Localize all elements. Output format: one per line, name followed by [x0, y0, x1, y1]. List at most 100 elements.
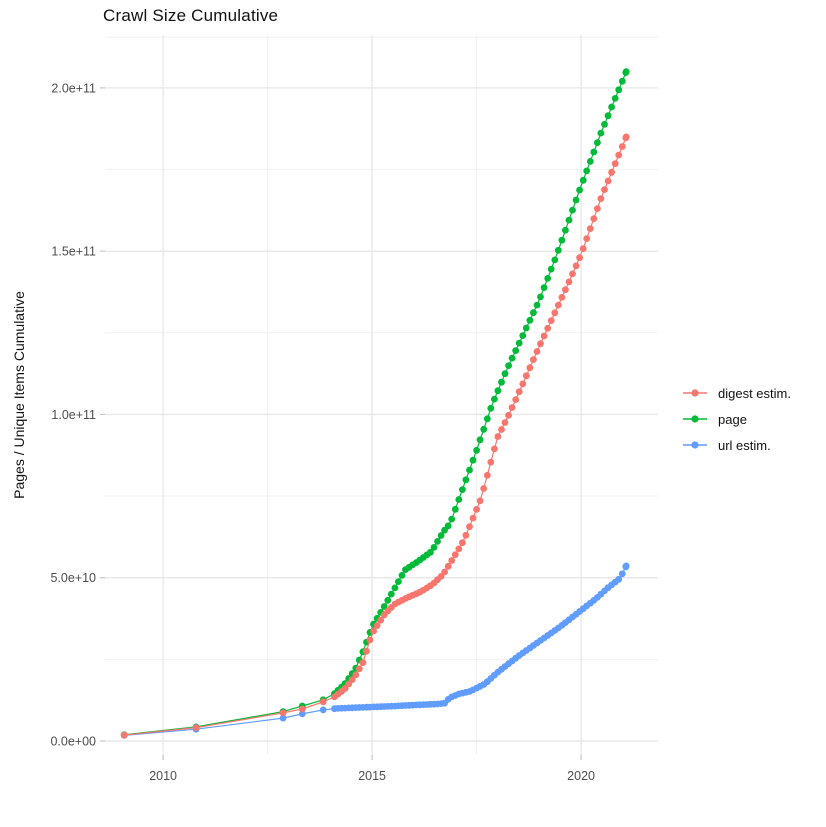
data-point-url-estim — [298, 710, 306, 718]
data-point-page — [387, 590, 395, 598]
data-point-digest-estim — [572, 262, 580, 270]
data-point-digest-estim — [476, 497, 484, 505]
minor-gridlines — [105, 35, 658, 755]
x-tick-label: 2010 — [149, 769, 177, 783]
data-point-digest-estim — [377, 616, 385, 624]
x-tick-label: 2020 — [567, 769, 595, 783]
data-point-page — [487, 404, 495, 412]
legend-key-icon — [683, 441, 707, 449]
data-point-page — [551, 256, 559, 264]
data-point-url-estim — [615, 575, 623, 583]
data-point-digest-estim — [608, 168, 615, 176]
legend-key-icon — [683, 389, 707, 397]
data-point-page — [462, 476, 470, 484]
data-point-digest-estim — [298, 705, 306, 713]
data-point-digest-estim — [579, 245, 587, 253]
y-tick-label: 2.0e+11 — [51, 81, 96, 95]
data-point-digest-estim — [494, 433, 502, 440]
data-point-page — [519, 332, 527, 339]
data-point-page — [558, 236, 566, 244]
data-point-page — [586, 158, 594, 165]
data-point-page — [562, 226, 569, 234]
data-point-digest-estim — [466, 523, 473, 531]
data-point-digest-estim — [352, 671, 360, 679]
data-point-page — [611, 95, 619, 102]
data-point-digest-estim — [483, 471, 491, 479]
legend-entry-url-estim: url estim. — [682, 432, 791, 458]
data-point-page — [540, 284, 548, 291]
data-point-digest-estim — [363, 647, 370, 655]
axis-ticks: 2010 2015 2020 0.0e+00 5.0e+10 1.0e+11 1.5e+11… — [50, 81, 595, 783]
chart-title: Crawl Size Cumulative — [103, 6, 279, 25]
data-point-digest-estim — [487, 458, 495, 466]
data-point-digest-estim — [279, 709, 287, 717]
data-point-page — [444, 522, 452, 530]
data-point-page — [515, 339, 523, 347]
data-point-page — [505, 362, 512, 369]
data-point-page — [395, 578, 402, 585]
data-point-page — [594, 139, 601, 147]
data-point-digest-estim — [622, 133, 630, 141]
series-page — [120, 68, 630, 739]
y-tick-label: 0.0e+00 — [50, 734, 96, 748]
data-point-digest-estim — [611, 160, 619, 168]
data-point-digest-estim — [469, 514, 477, 522]
data-point-page — [569, 206, 576, 214]
data-point-page — [565, 216, 573, 224]
data-point-page — [437, 532, 445, 539]
data-point-digest-estim — [537, 340, 544, 348]
data-point-page — [533, 301, 541, 309]
data-point-page — [466, 466, 473, 474]
data-point-digest-estim — [120, 731, 128, 739]
data-point-digest-estim — [473, 506, 480, 513]
data-point-digest-estim — [583, 235, 591, 243]
data-point-digest-estim — [544, 324, 552, 332]
series-digest-estim — [120, 133, 630, 739]
data-point-digest-estim — [590, 215, 598, 223]
data-point-page — [459, 486, 466, 493]
data-point-page — [544, 275, 552, 282]
data-point-page — [469, 456, 477, 464]
data-point-page — [501, 370, 509, 378]
legend-label: page — [718, 411, 747, 427]
data-point-digest-estim — [515, 388, 523, 396]
data-point-page — [473, 446, 480, 454]
data-point-digest-estim — [451, 551, 459, 559]
data-point-page — [608, 103, 615, 111]
data-point-digest-estim — [604, 177, 612, 185]
y-axis-title: Pages / Unique Items Cumulative — [9, 150, 29, 640]
data-point-digest-estim — [348, 676, 356, 683]
major-gridlines — [105, 35, 658, 755]
data-point-page — [512, 347, 520, 354]
data-point-page — [618, 77, 626, 85]
data-point-digest-estim — [547, 317, 555, 324]
data-point-page — [526, 316, 534, 324]
data-point-page — [601, 120, 608, 128]
data-point-digest-estim — [597, 195, 605, 203]
data-point-digest-estim — [526, 364, 534, 372]
data-point-digest-estim — [576, 254, 583, 262]
data-point-digest-estim — [533, 348, 541, 355]
data-point-page — [384, 596, 392, 604]
data-point-url-estim — [622, 562, 630, 570]
data-point-page — [622, 68, 630, 75]
data-point-digest-estim — [491, 445, 498, 453]
data-point-url-estim — [618, 570, 626, 578]
data-point-digest-estim — [355, 665, 363, 673]
data-point-digest-estim — [501, 419, 509, 426]
data-point-digest-estim — [554, 301, 562, 309]
data-point-digest-estim — [618, 143, 626, 150]
data-point-digest-estim — [505, 411, 512, 419]
data-point-page — [455, 496, 463, 503]
data-point-digest-estim — [586, 225, 594, 233]
data-point-digest-estim — [366, 636, 374, 644]
data-point-digest-estim — [601, 186, 608, 194]
series-line-digest-estim — [124, 136, 627, 736]
data-point-digest-estim — [540, 332, 548, 340]
data-point-digest-estim — [522, 372, 530, 380]
data-point-page — [615, 86, 623, 94]
data-point-page — [430, 544, 438, 551]
data-point-digest-estim — [441, 568, 448, 576]
